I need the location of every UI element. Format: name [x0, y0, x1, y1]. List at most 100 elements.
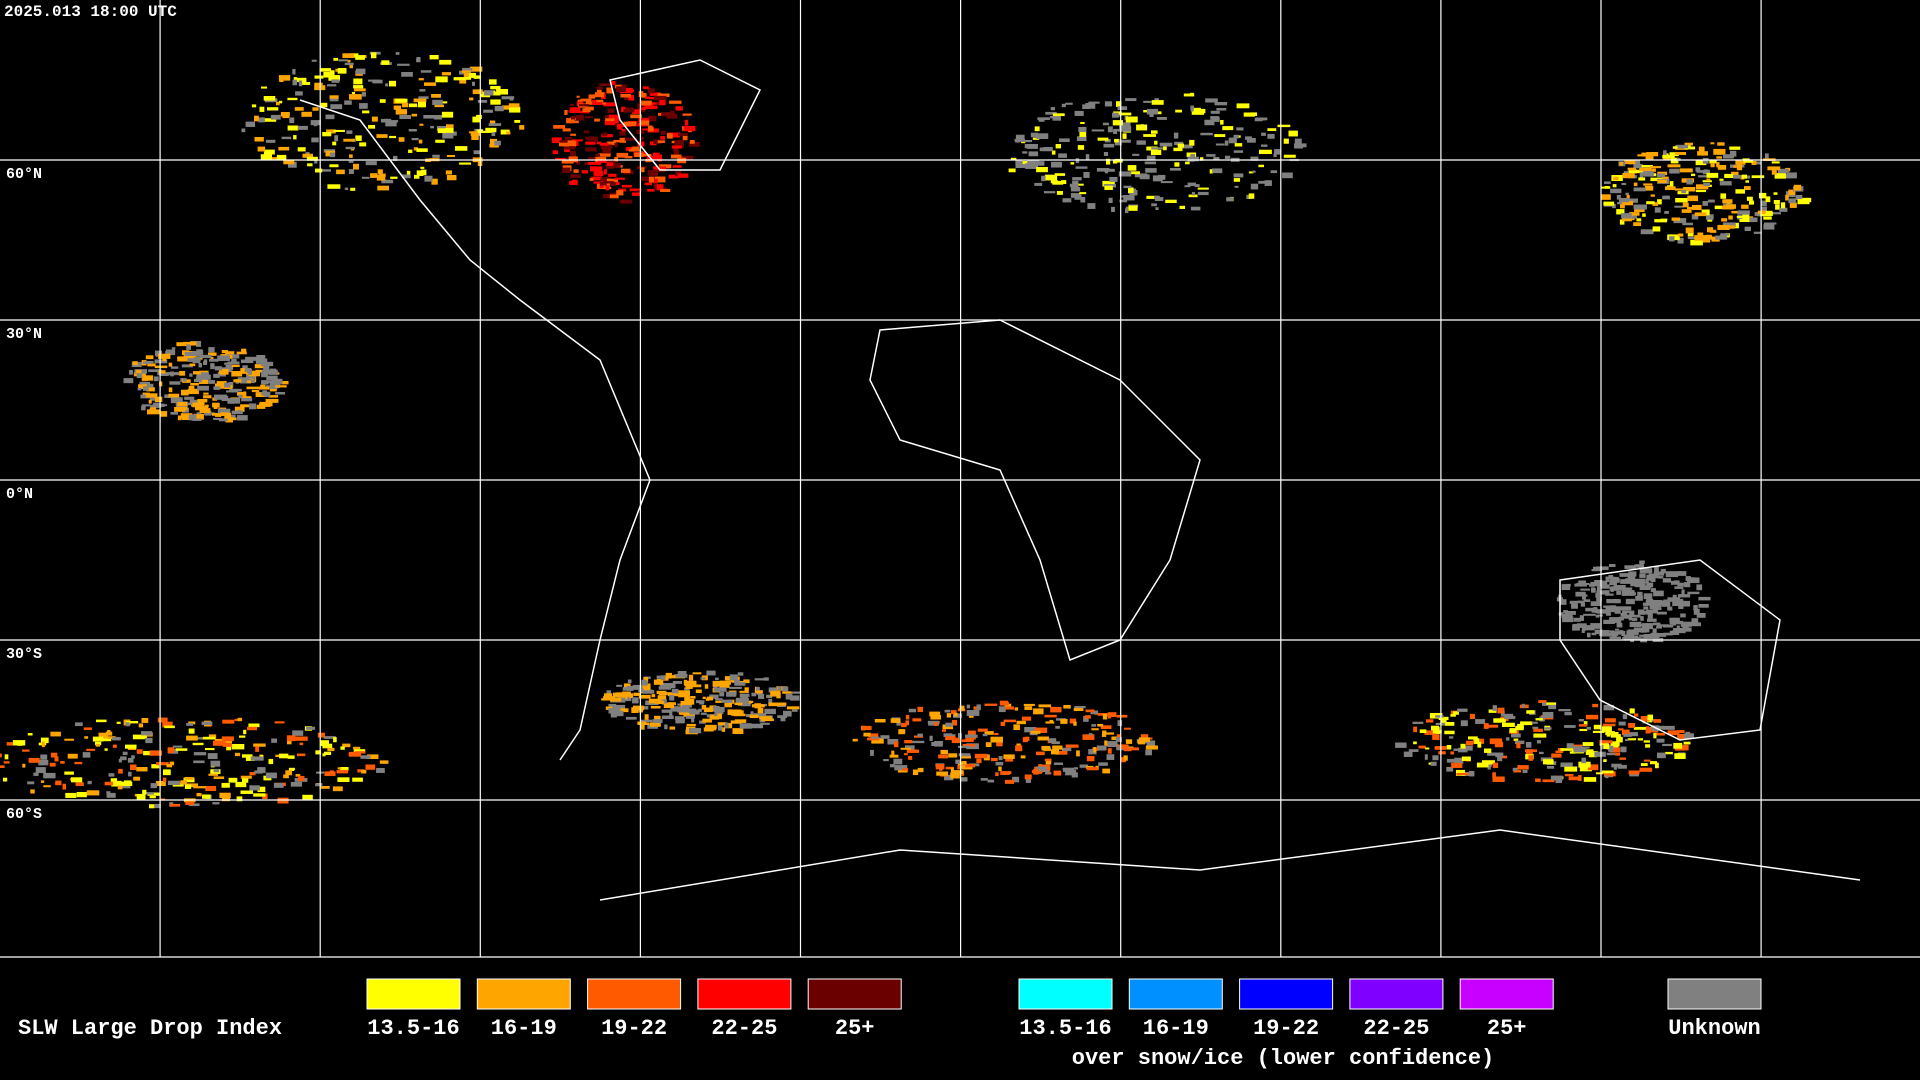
cloud-pixel	[717, 722, 727, 726]
cloud-pixel	[210, 363, 215, 370]
cloud-pixel	[199, 354, 212, 358]
cloud-pixel	[141, 718, 149, 723]
cloud-pixel	[631, 109, 641, 114]
cloud-pixel	[154, 396, 163, 403]
cloud-pixel	[1596, 590, 1604, 595]
cloud-pixel	[344, 100, 352, 105]
cloud-pixel	[1569, 600, 1578, 604]
cloud-pixel	[1134, 173, 1148, 178]
cloud-pixel	[667, 692, 681, 697]
cloud-pixel	[413, 147, 418, 151]
cloud-pixel	[1642, 602, 1649, 606]
cloud-pixel	[1225, 155, 1231, 159]
cloud-pixel	[1665, 186, 1676, 191]
cloud-pixel	[402, 102, 409, 108]
cloud-pixel	[389, 135, 397, 139]
cloud-pixel	[1426, 719, 1434, 723]
cloud-pixel	[1102, 732, 1115, 735]
cloud-pixel	[1109, 177, 1118, 182]
cloud-pixel	[1043, 191, 1056, 194]
cloud-pixel	[196, 341, 202, 347]
cloud-pixel	[154, 365, 168, 369]
cloud-pixel	[717, 713, 722, 720]
cloud-pixel	[1169, 168, 1181, 171]
cloud-pixel	[67, 753, 78, 759]
cloud-pixel	[987, 779, 995, 783]
cloud-pixel	[1564, 611, 1576, 615]
cloud-pixel	[1609, 617, 1622, 623]
cloud-pixel	[1647, 618, 1657, 622]
cloud-pixel	[1273, 153, 1277, 158]
cloud-pixel	[668, 174, 679, 179]
cloud-pixel	[421, 169, 427, 176]
cloud-pixel	[389, 80, 397, 87]
cloud-pixel	[1653, 590, 1664, 597]
cloud-pixel	[1041, 745, 1051, 751]
cloud-pixel	[1770, 212, 1781, 215]
cloud-pixel	[1682, 222, 1694, 226]
cloud-pixel	[1731, 171, 1739, 177]
cloud-pixel	[1657, 575, 1664, 579]
legend-label: 16-19	[491, 1016, 557, 1041]
cloud-pixel	[732, 728, 744, 735]
cloud-pixel	[1107, 748, 1112, 754]
cloud-pixel	[148, 369, 160, 373]
cloud-pixel	[481, 130, 494, 133]
cloud-pixel	[1024, 774, 1032, 780]
cloud-pixel	[183, 341, 192, 346]
cloud-pixel	[1015, 134, 1025, 141]
cloud-pixel	[1680, 621, 1692, 627]
cloud-pixel	[1495, 752, 1504, 758]
legend-swatch	[587, 978, 682, 1010]
cloud-pixel	[248, 723, 260, 728]
cloud-pixel	[162, 721, 173, 728]
cloud-pixel	[638, 91, 644, 98]
cloud-pixel	[1138, 737, 1150, 742]
cloud-pixel	[1558, 709, 1571, 712]
cloud-pixel	[736, 697, 749, 704]
cloud-pixel	[655, 722, 660, 725]
cloud-pixel	[333, 129, 345, 132]
cloud-pixel	[1691, 173, 1696, 177]
cloud-pixel	[1606, 599, 1619, 604]
cloud-pixel	[1083, 172, 1090, 178]
cloud-pixel	[1161, 175, 1166, 180]
cloud-pixel	[329, 152, 335, 158]
cloud-pixel	[239, 735, 246, 738]
cloud-pixel	[1633, 627, 1647, 633]
cloud-pixel	[420, 70, 432, 73]
cloud-pixel	[585, 147, 597, 152]
cloud-pixel	[1497, 707, 1505, 714]
cloud-pixel	[659, 100, 666, 106]
cloud-pixel	[1080, 122, 1085, 125]
cloud-pixel	[1454, 757, 1464, 764]
cloud-pixel	[1000, 771, 1010, 775]
cloud-pixel	[623, 683, 631, 688]
cloud-pixel	[245, 356, 258, 361]
cloud-pixel	[1546, 702, 1557, 705]
latitude-labels: 60°N30°N0°N30°S60°S	[6, 166, 42, 823]
cloud-pixel	[240, 368, 245, 372]
cloud-pixel	[1601, 194, 1611, 200]
cloud-pixel	[1538, 751, 1544, 755]
cloud-pixel	[192, 402, 205, 408]
cloud-pixel	[28, 757, 40, 763]
cloud-pixel	[688, 709, 700, 715]
cloud-pixel	[1403, 751, 1413, 757]
cloud-pixel	[712, 680, 725, 687]
cloud-pixel	[491, 132, 496, 137]
cloud-pixel	[336, 769, 349, 774]
cloud-pixel	[1643, 593, 1653, 600]
cloud-pixel	[1621, 200, 1634, 206]
cloud-pixel	[670, 706, 682, 712]
cloud-pixel	[1684, 146, 1696, 150]
cloud-pixel	[1016, 743, 1021, 747]
cloud-pixel	[1720, 233, 1730, 236]
cloud-pixel	[137, 388, 142, 391]
cloud-pixel	[84, 736, 89, 739]
legend-swatch	[807, 978, 902, 1010]
cloud-pixel	[112, 744, 117, 748]
cloud-pixel	[464, 72, 476, 78]
legend: SLW Large Drop Index over snow/ice (lowe…	[18, 978, 1762, 1071]
cloud-pixel	[1551, 753, 1562, 758]
